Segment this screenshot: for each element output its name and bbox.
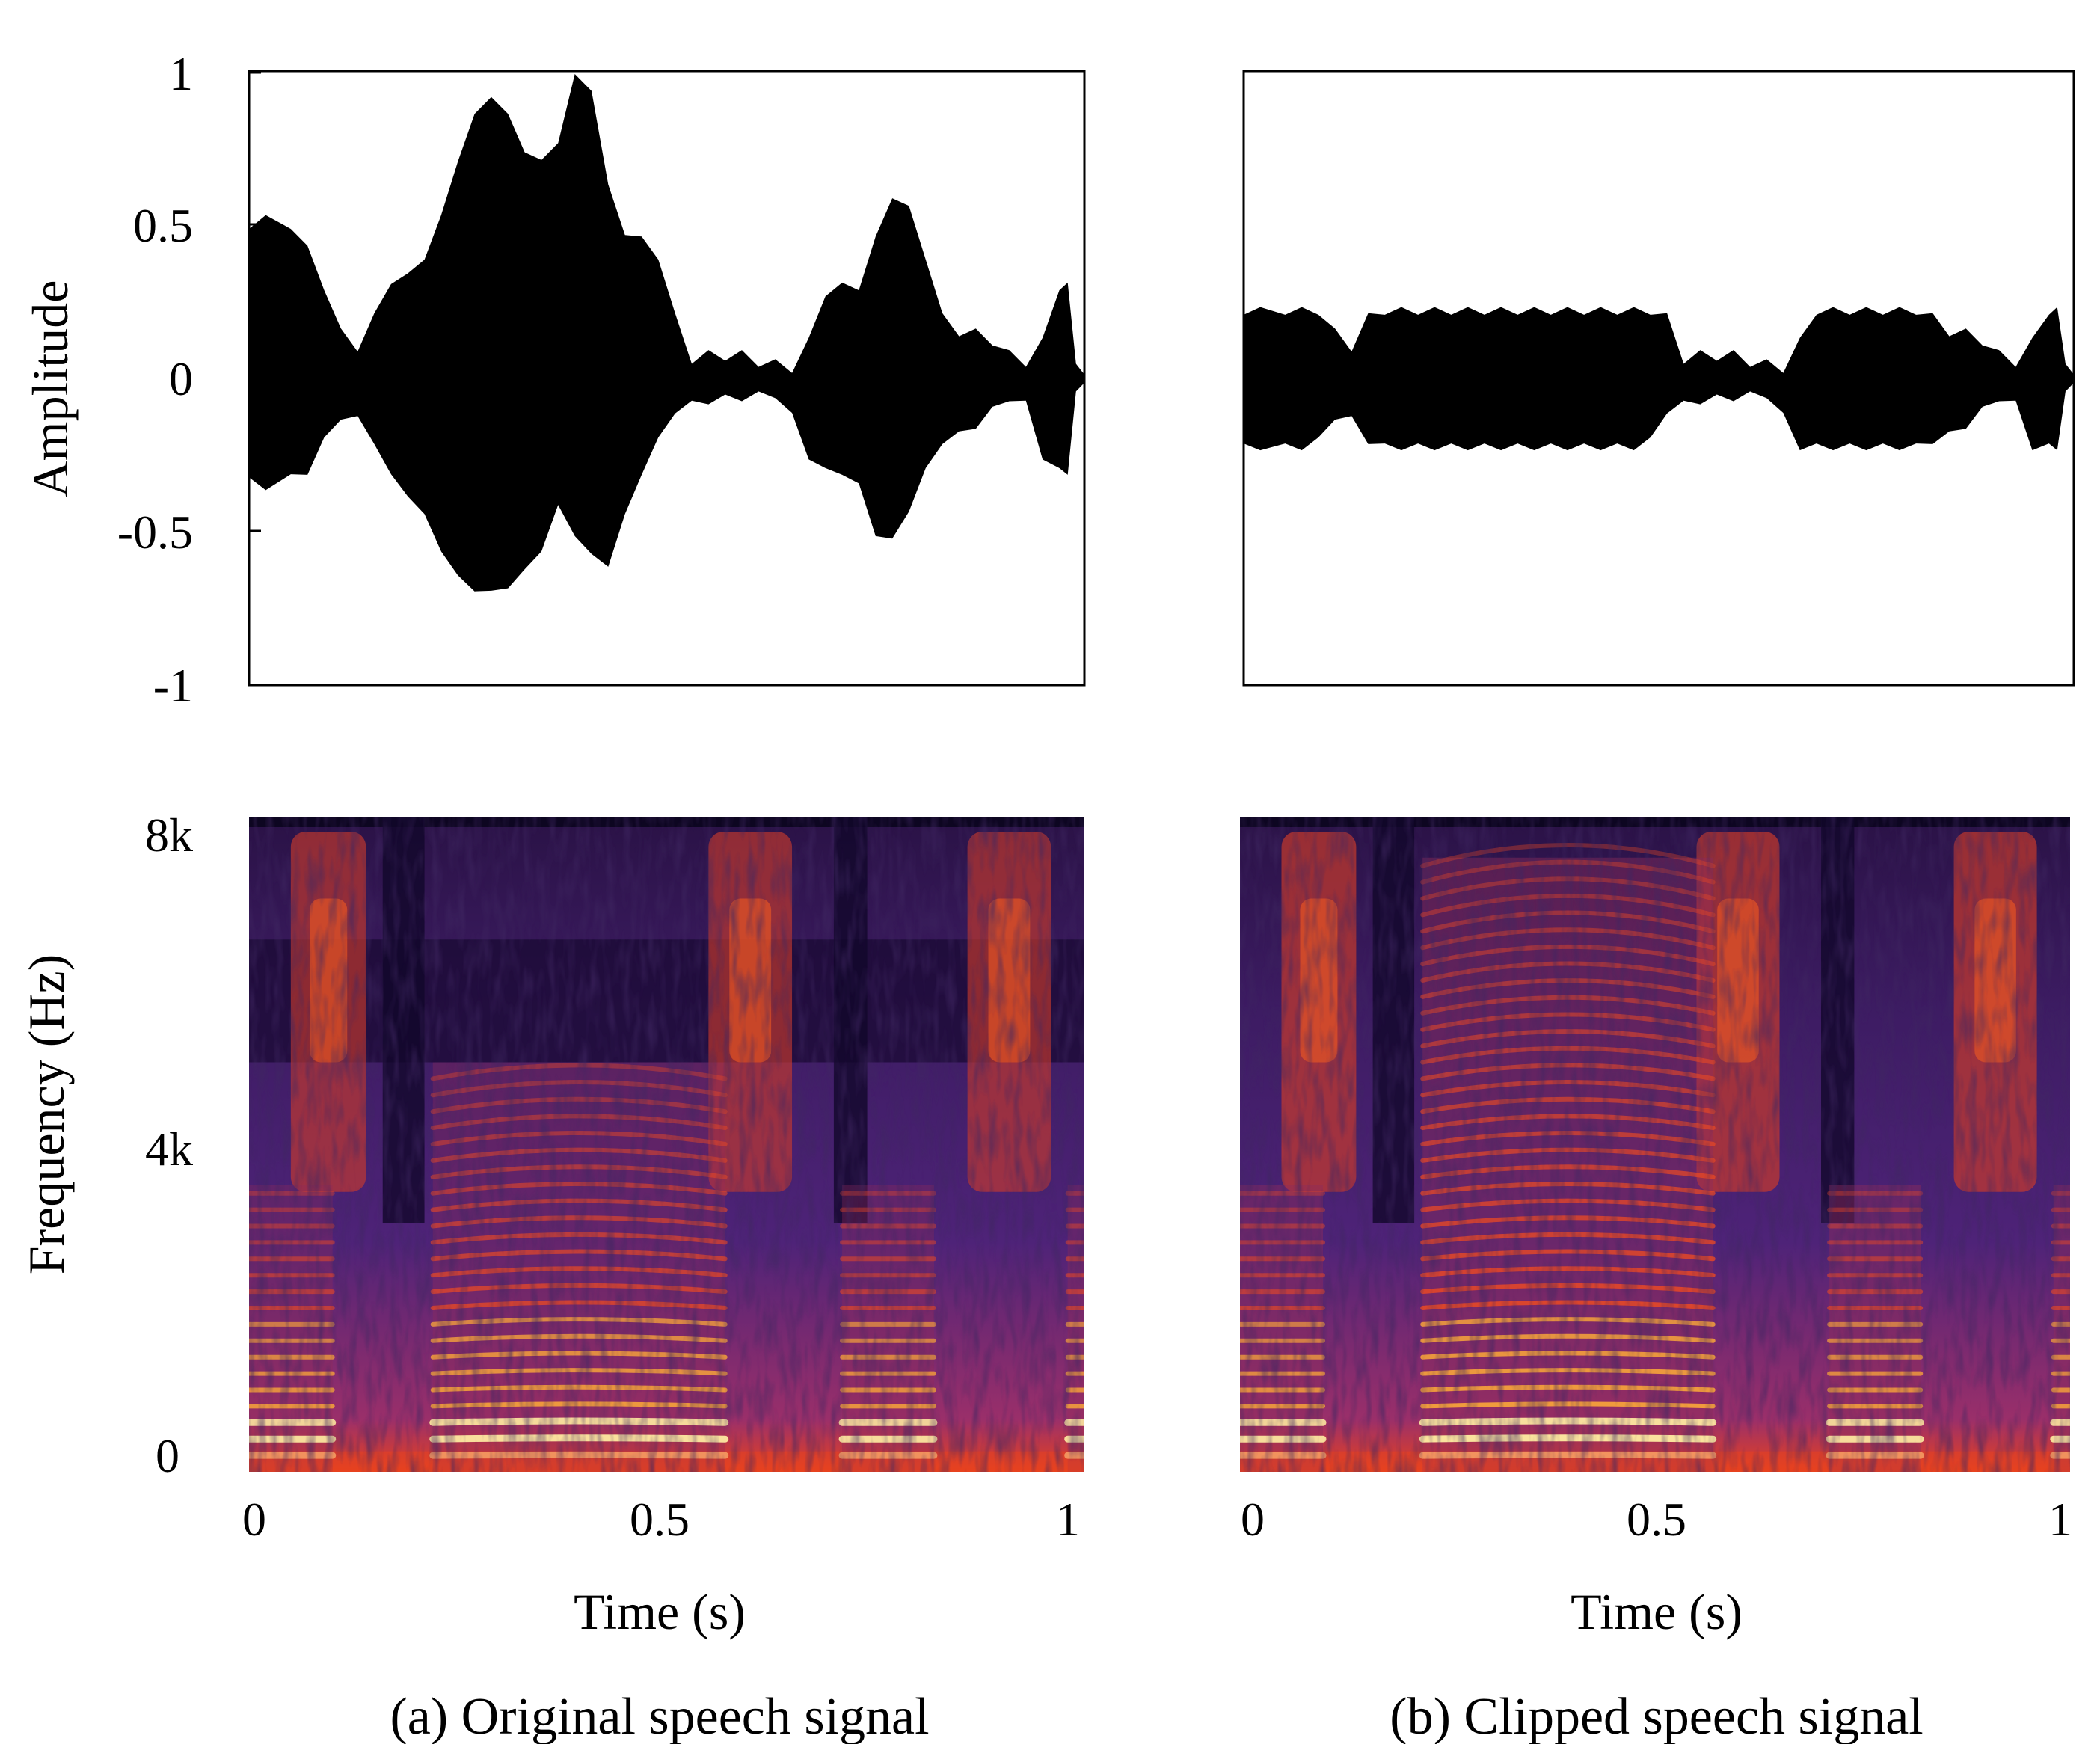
time-a-tick-label-0: 0: [242, 1493, 266, 1546]
frequency-axis-label: Frequency (Hz): [18, 954, 75, 1275]
spectrogram-panel-b: [1240, 817, 2070, 1472]
freq-tick-label-4k: 4k: [145, 1123, 193, 1176]
waveform-b-envelope: [1244, 307, 2074, 451]
time-a-tick-label-0.5: 0.5: [630, 1493, 690, 1546]
waveform-panel-b: [1242, 70, 2075, 687]
waveform-b-frame: [1242, 70, 2075, 687]
amplitude-axis-label: Amplitude: [22, 280, 79, 498]
time-b-axis-label: Time (s): [1571, 1583, 1743, 1640]
time-b-tick-label-1: 1: [2048, 1493, 2072, 1546]
caption-b: (b) Clipped speech signal: [1390, 1688, 1923, 1744]
waveform-panel-a: 1 0.5 0 -0.5 -1 Amplitude: [22, 47, 1086, 712]
time-a-axis-label: Time (s): [574, 1583, 746, 1640]
time-a-tick-label-1: 1: [1056, 1493, 1080, 1546]
amp-tick-label--0.5: -0.5: [117, 506, 193, 559]
time-b-tick-label-0: 0: [1241, 1493, 1265, 1546]
spectrogram-panel-a: [249, 817, 1084, 1472]
caption-a: (a) Original speech signal: [390, 1688, 929, 1744]
spectrogram-a-texture: [249, 817, 1084, 1472]
amp-tick-label--1: -1: [153, 659, 193, 712]
amp-tick-label-0.5: 0.5: [133, 199, 193, 252]
spectrogram-b-texture: [1240, 817, 2070, 1472]
waveform-a-envelope: [249, 74, 1084, 592]
freq-tick-label-0: 0: [156, 1429, 179, 1482]
amp-tick-label-0: 0: [169, 352, 193, 405]
time-b-tick-label-0.5: 0.5: [1627, 1493, 1686, 1546]
amp-tick-label-1: 1: [169, 47, 193, 100]
spectrogram-panel-b-axes: 0 0.5 1 Time (s) (b) Clipped speech sign…: [1241, 1493, 2072, 1744]
spectrogram-panel-a-axes: 8k 4k 0 Frequency (Hz) 0 0.5 1 Time (s) …: [18, 808, 1080, 1744]
freq-tick-label-8k: 8k: [145, 808, 193, 862]
